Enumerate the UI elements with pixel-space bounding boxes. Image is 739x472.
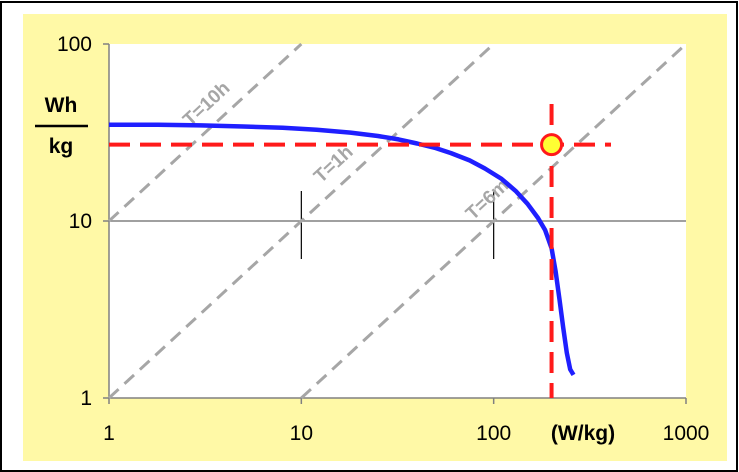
y-axis-label-bottom: kg — [49, 135, 74, 158]
time-line-T=10h — [107, 42, 303, 223]
x-tick-label-100: 100 — [476, 422, 511, 445]
x-axis-label: (W/kg) — [551, 422, 615, 445]
y-tick-label-1: 1 — [80, 387, 92, 410]
grid-layer — [103, 43, 687, 404]
y-axis-label-top: Wh — [45, 94, 78, 117]
highlight-layer — [109, 104, 611, 398]
y-tick-label-100: 100 — [57, 33, 92, 56]
time-line-T=1h — [107, 42, 495, 400]
y-axis-label: Wh kg — [35, 94, 88, 158]
y-tick-label-10: 10 — [69, 210, 92, 233]
highlight-point — [540, 133, 564, 157]
ragone-curve-0 — [109, 122, 576, 377]
x-tick-label-1: 1 — [103, 422, 115, 445]
curve-layer — [109, 122, 576, 377]
x-tick-label-10: 10 — [290, 422, 313, 445]
time-line-T=6m — [300, 42, 688, 400]
axis-labels: 1 10 100 1000 1 10 100 — [57, 33, 709, 445]
x-tick-label-1000: 1000 — [663, 422, 710, 445]
